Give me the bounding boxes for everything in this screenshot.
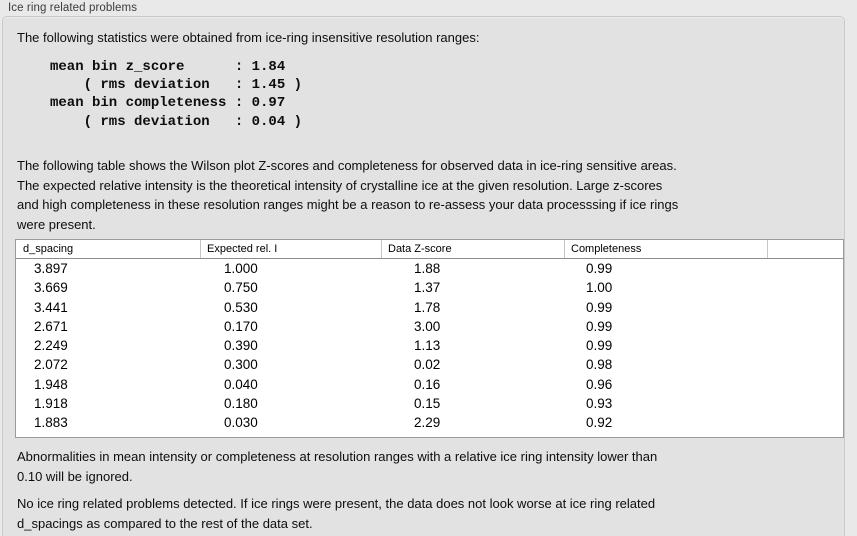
table-cell: 1.948 <box>34 376 68 392</box>
table-cell: 0.180 <box>224 396 258 412</box>
table-cell: 0.170 <box>224 318 258 334</box>
table-cell-empty <box>767 355 843 374</box>
ice-ring-section-panel: The following statistics were obtained f… <box>2 16 845 536</box>
table-row[interactable]: 2.072 0.300 0.02 0.98 <box>16 355 843 374</box>
table-cell: 1.13 <box>414 338 441 354</box>
table-cell: 0.300 <box>224 357 258 373</box>
table-body: 3.897 1.000 1.88 0.99 3.669 0.750 1.37 1.00 3.44… <box>16 259 843 433</box>
column-header-d-spacing[interactable]: d_spacing <box>23 243 74 255</box>
description-text: The following table shows the Wilson plo… <box>17 158 679 232</box>
table-cell: 1.88 <box>414 261 441 276</box>
table-cell: 3.669 <box>34 280 68 296</box>
table-row[interactable]: 3.669 0.750 1.37 1.00 <box>16 278 843 297</box>
table-cell: 0.98 <box>586 357 613 373</box>
table-cell-empty <box>767 259 843 278</box>
table-cell: 2.671 <box>34 318 68 334</box>
column-header-data-z-score[interactable]: Data Z-score <box>381 240 564 258</box>
column-header-expected-rel-i[interactable]: Expected rel. I <box>200 240 381 258</box>
table-cell: 0.750 <box>224 280 258 296</box>
table-cell-empty <box>767 394 843 413</box>
column-header-completeness[interactable]: Completeness <box>564 240 767 258</box>
table-cell: 1.918 <box>34 396 68 412</box>
table-cell-empty <box>767 413 843 432</box>
table-cell: 3.00 <box>414 318 441 334</box>
table-cell: 1.78 <box>414 299 441 315</box>
table-row[interactable]: 1.883 0.030 2.29 0.92 <box>16 413 843 432</box>
section-title: Ice ring related problems <box>8 2 138 14</box>
table-cell: 0.99 <box>586 338 613 354</box>
table-cell: 0.16 <box>414 376 441 392</box>
table-row[interactable]: 3.441 0.530 1.78 0.99 <box>16 298 843 317</box>
stats-block: mean bin z_score : 1.84 ( rms deviation … <box>50 59 303 130</box>
table-header-row: d_spacing Expected rel. I Data Z-score Comp… <box>16 240 843 259</box>
table-cell: 1.000 <box>224 261 258 276</box>
table-cell: 0.96 <box>586 376 613 392</box>
table-cell: 0.390 <box>224 338 258 354</box>
table-row[interactable]: 1.948 0.040 0.16 0.96 <box>16 375 843 394</box>
table-cell: 0.02 <box>414 357 441 373</box>
table-cell: 3.441 <box>34 299 68 315</box>
table-cell: 2.249 <box>34 338 68 354</box>
table-cell: 0.93 <box>586 396 613 412</box>
table-cell: 0.99 <box>586 318 613 334</box>
table-cell: 2.29 <box>414 415 441 431</box>
table-row[interactable]: 2.249 0.390 1.13 0.99 <box>16 336 843 355</box>
ice-ring-table: d_spacing Expected rel. I Data Z-score Comp… <box>15 239 844 438</box>
table-cell: 0.99 <box>586 261 613 276</box>
note-text: Abnormalities in mean intensity or compl… <box>17 449 658 484</box>
table-row[interactable]: 1.918 0.180 0.15 0.93 <box>16 394 843 413</box>
table-cell: 0.99 <box>586 299 613 315</box>
table-cell-empty <box>767 298 843 317</box>
table-cell: 3.897 <box>34 261 68 276</box>
table-cell: 0.92 <box>586 415 613 431</box>
table-cell: 0.15 <box>414 396 441 412</box>
intro-text: The following statistics were obtained f… <box>17 30 480 45</box>
column-header-empty[interactable] <box>767 240 843 258</box>
table-cell: 0.530 <box>224 299 258 315</box>
table-cell: 2.072 <box>34 357 68 373</box>
table-row[interactable]: 2.671 0.170 3.00 0.99 <box>16 317 843 336</box>
table-row[interactable]: 3.897 1.000 1.88 0.99 <box>16 259 843 278</box>
table-cell-empty <box>767 375 843 394</box>
table-cell: 1.00 <box>586 280 613 296</box>
table-cell-empty <box>767 317 843 336</box>
table-cell: 0.040 <box>224 376 258 392</box>
table-cell-empty <box>767 278 843 297</box>
table-cell: 1.37 <box>414 280 441 296</box>
table-cell: 1.883 <box>34 415 68 431</box>
conclusion-text: No ice ring related problems detected. I… <box>17 496 656 531</box>
table-cell: 0.030 <box>224 415 258 431</box>
table-cell-empty <box>767 336 843 355</box>
